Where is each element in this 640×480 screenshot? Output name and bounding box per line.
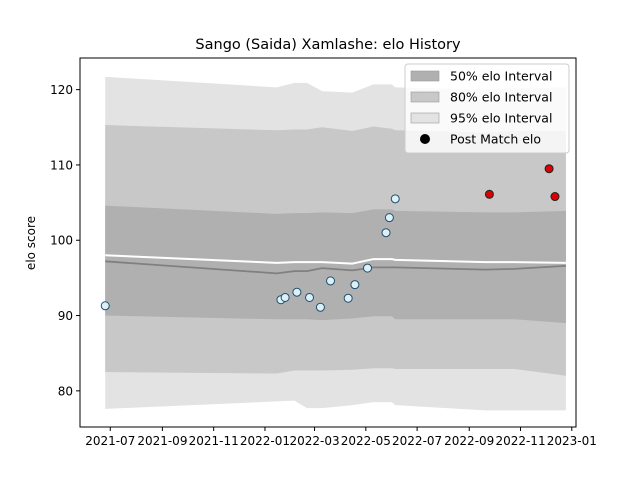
match-point bbox=[343, 293, 353, 303]
x-tick-label: 2022-03 bbox=[289, 434, 339, 448]
median-line bbox=[105, 260, 566, 275]
x-tick-label: 2022-09 bbox=[444, 434, 494, 448]
x-tick-label: 2021-11 bbox=[189, 434, 239, 448]
match-point bbox=[350, 280, 360, 290]
recent-match-point bbox=[544, 164, 554, 174]
plot-area bbox=[100, 76, 566, 411]
plot-frame bbox=[79, 57, 577, 428]
x-tick-label: 2022-05 bbox=[341, 434, 391, 448]
match-point bbox=[384, 213, 394, 223]
chart-title: Sango (Saida) Xamlashe: elo History bbox=[195, 37, 461, 53]
recent-match-point bbox=[550, 192, 560, 202]
x-tick-label: 2022-11 bbox=[495, 434, 545, 448]
legend-swatch bbox=[410, 91, 440, 103]
y-tick-label: 120 bbox=[50, 83, 73, 97]
match-point bbox=[390, 194, 400, 204]
legend-label: Post Match elo bbox=[450, 132, 541, 147]
y-axis-label: elo score bbox=[24, 216, 38, 270]
legend-label: 95% elo Interval bbox=[450, 111, 552, 126]
x-tick-label: 2021-07 bbox=[85, 434, 135, 448]
legend-label: 80% elo Interval bbox=[450, 90, 552, 105]
match-point bbox=[363, 263, 373, 273]
legend-swatch bbox=[410, 112, 440, 124]
match-point bbox=[100, 301, 110, 311]
y-tick-label: 80 bbox=[58, 384, 73, 398]
match-point bbox=[292, 287, 302, 297]
y-axis: 80 90 100 110 120 bbox=[50, 83, 80, 398]
match-point bbox=[280, 292, 290, 302]
legend-box bbox=[404, 63, 570, 154]
recent-match-point bbox=[484, 189, 494, 199]
band-50 bbox=[105, 205, 566, 324]
match-point bbox=[315, 302, 325, 312]
elo-lines bbox=[105, 254, 566, 275]
x-axis: 2021-07 2021-09 2021-11 2022-01 2022-03 2022-… bbox=[85, 427, 597, 448]
y-tick-label: 90 bbox=[58, 309, 73, 323]
y-tick-label: 110 bbox=[50, 158, 73, 172]
match-point bbox=[326, 276, 336, 286]
x-tick-label: 2022-07 bbox=[392, 434, 442, 448]
interval-bands bbox=[105, 76, 566, 411]
white-reference-line bbox=[105, 254, 566, 265]
legend-label: 50% elo Interval bbox=[450, 69, 552, 84]
x-tick-label: 2021-09 bbox=[137, 434, 187, 448]
legend: 50% elo Interval 80% elo Interval 95% elo … bbox=[404, 63, 570, 154]
y-tick-label: 100 bbox=[50, 234, 73, 248]
match-point bbox=[381, 228, 391, 238]
legend-swatch bbox=[410, 70, 440, 82]
x-tick-label: 2023-01 bbox=[547, 434, 597, 448]
x-tick-label: 2022-01 bbox=[240, 434, 290, 448]
post-match-points bbox=[100, 164, 560, 312]
legend-marker-swatch bbox=[420, 134, 430, 144]
match-point bbox=[305, 292, 315, 302]
